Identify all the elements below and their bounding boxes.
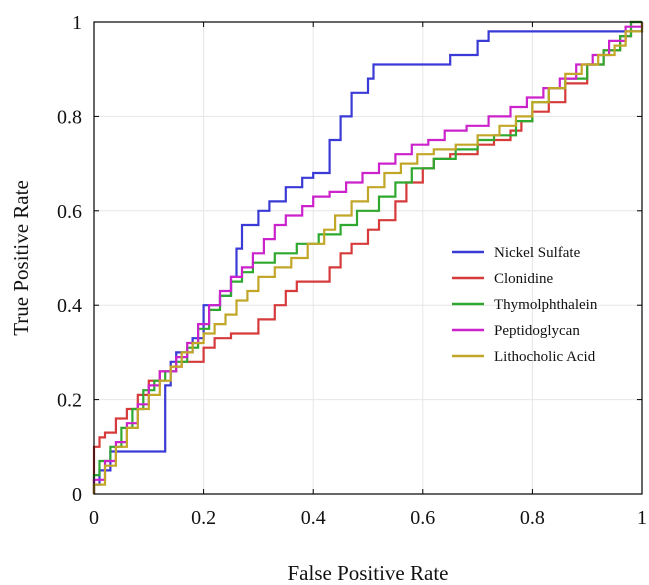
x-tick-label: 1 (637, 507, 647, 529)
series-line-peptidoglycan (92, 22, 644, 494)
legend-label-clonidine: Clonidine (494, 271, 554, 287)
y-tick-label: 0.6 (57, 201, 82, 223)
x-tick-label: 0.6 (410, 507, 435, 529)
x-tick-label: 0.4 (301, 507, 326, 529)
legend-label-thymolphthalein: Thymolphthalein (494, 297, 598, 313)
legend-label-lithocholic-acid: Lithocholic Acid (494, 349, 596, 365)
y-tick-label: 1 (72, 12, 82, 34)
y-tick-label: 0.8 (57, 106, 82, 128)
x-tick-label: 0 (89, 507, 99, 529)
y-tick-label: 0.2 (57, 390, 82, 412)
y-tick-label: 0.4 (57, 295, 82, 317)
y-axis-label: True Positive Rate (9, 180, 33, 336)
series-line-nickel-sulfate (92, 22, 644, 494)
x-axis-label: False Positive Rate (288, 561, 449, 585)
y-tick-label: 0 (72, 484, 82, 506)
legend: Nickel Sulfate Clonidine Thymolphthalein Pe… (452, 245, 598, 365)
series-lines (92, 20, 644, 494)
x-tick-label: 0.8 (520, 507, 545, 529)
plot-frame (93, 21, 643, 495)
axis-ticks: 0 0.2 0.4 0.6 0.8 1 0 0.2 0.4 0.6 0.8 1 (57, 12, 647, 529)
x-tick-label: 0.2 (191, 507, 216, 529)
series-line-lithocholic-acid (92, 22, 644, 494)
legend-label-nickel-sulfate: Nickel Sulfate (494, 245, 581, 261)
legend-label-peptidoglycan: Peptidoglycan (494, 323, 580, 339)
